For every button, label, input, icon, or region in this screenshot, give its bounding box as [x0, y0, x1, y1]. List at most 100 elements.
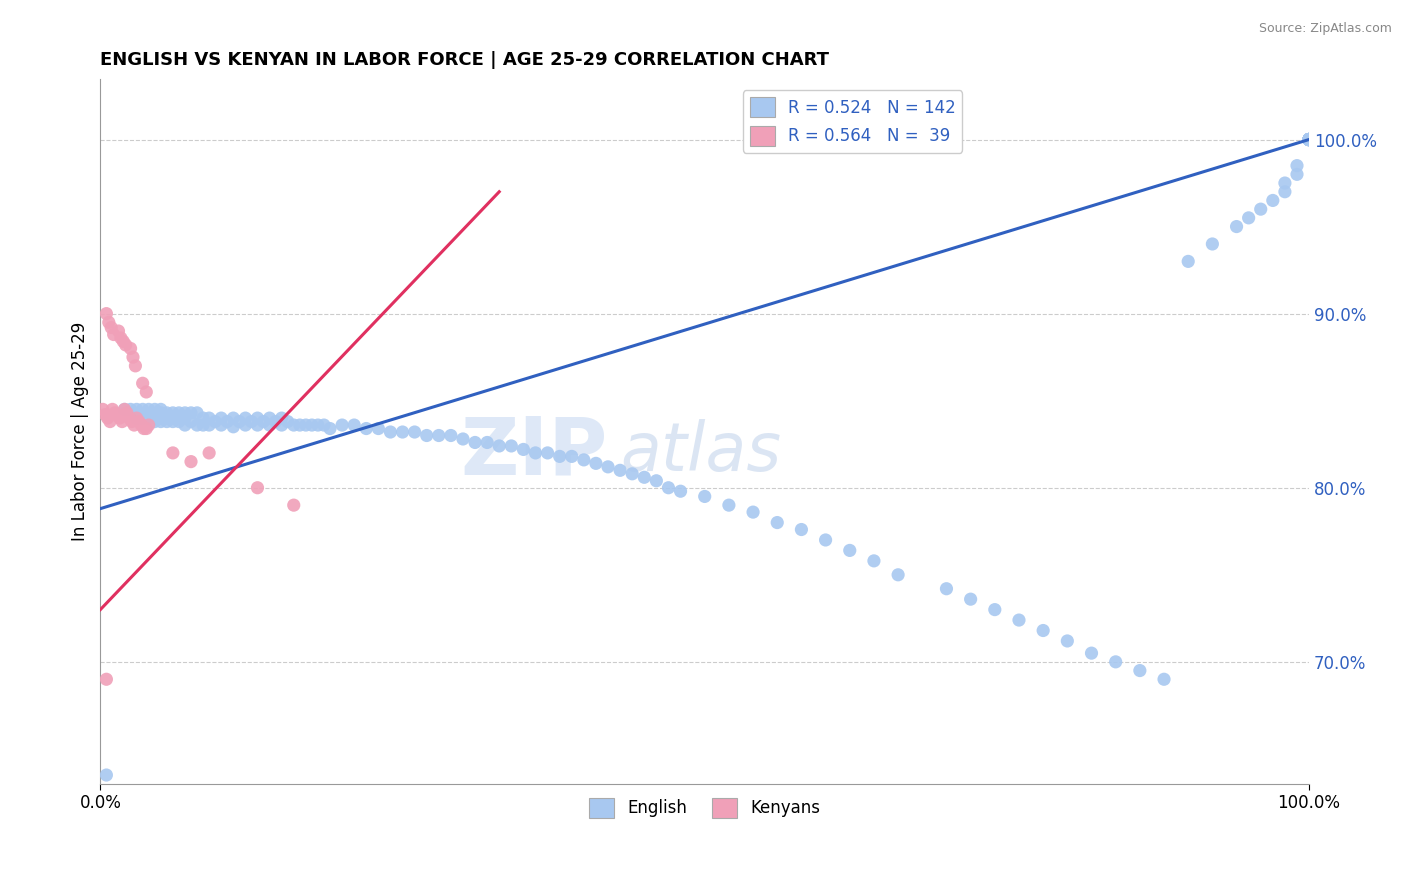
Point: [198, 411, 221, 425]
Point: [96, 768, 118, 782]
Point: [122, 350, 145, 364]
Point: [167, 415, 190, 429]
Point: [1298, 132, 1320, 146]
Point: [1298, 132, 1320, 146]
Point: [561, 450, 583, 464]
Point: [1298, 132, 1320, 146]
Point: [1274, 185, 1296, 199]
Point: [1298, 132, 1320, 146]
Point: [131, 418, 153, 433]
Point: [174, 418, 197, 433]
Point: [475, 435, 498, 450]
Point: [209, 411, 232, 425]
Point: [264, 415, 287, 429]
Point: [404, 425, 426, 439]
Point: [512, 442, 534, 457]
Point: [1080, 646, 1102, 660]
Point: [132, 421, 155, 435]
Text: ENGLISH VS KENYAN IN LABOR FORCE | AGE 25-29 CORRELATION CHART: ENGLISH VS KENYAN IN LABOR FORCE | AGE 2…: [100, 51, 830, 69]
Point: [135, 421, 157, 435]
Point: [1298, 132, 1320, 146]
Point: [1298, 132, 1320, 146]
Point: [1274, 176, 1296, 190]
Point: [246, 411, 269, 425]
Point: [143, 402, 166, 417]
Point: [301, 418, 323, 433]
Point: [380, 425, 402, 439]
Point: [122, 418, 145, 433]
Point: [427, 428, 450, 442]
Point: [186, 406, 208, 420]
Point: [125, 402, 148, 417]
Point: [115, 406, 138, 420]
Point: [633, 470, 655, 484]
Point: [110, 331, 132, 345]
Point: [1105, 655, 1128, 669]
Point: [1177, 254, 1199, 268]
Point: [191, 418, 214, 433]
Point: [112, 334, 135, 349]
Point: [391, 425, 413, 439]
Point: [259, 411, 281, 425]
Point: [91, 402, 114, 417]
Point: [330, 418, 353, 433]
Point: [149, 402, 172, 417]
Point: [501, 439, 523, 453]
Point: [228, 415, 250, 429]
Point: [283, 418, 305, 433]
Point: [959, 592, 981, 607]
Point: [174, 411, 197, 425]
Point: [96, 673, 118, 687]
Point: [180, 415, 202, 429]
Point: [198, 446, 221, 460]
Text: ZIP: ZIP: [461, 413, 607, 491]
Point: [319, 421, 342, 435]
Point: [283, 498, 305, 512]
Point: [120, 402, 142, 417]
Point: [1298, 132, 1320, 146]
Point: [288, 418, 311, 433]
Point: [367, 421, 389, 435]
Point: [149, 411, 172, 425]
Point: [536, 446, 558, 460]
Point: [156, 406, 179, 420]
Point: [270, 411, 292, 425]
Point: [135, 384, 157, 399]
Point: [1298, 132, 1320, 146]
Point: [1298, 132, 1320, 146]
Point: [246, 481, 269, 495]
Text: Source: ZipAtlas.com: Source: ZipAtlas.com: [1258, 22, 1392, 36]
Point: [125, 411, 148, 425]
Point: [1298, 132, 1320, 146]
Point: [124, 359, 146, 373]
Point: [1298, 132, 1320, 146]
Point: [138, 418, 160, 433]
Point: [790, 523, 813, 537]
Point: [162, 446, 184, 460]
Point: [100, 320, 122, 334]
Point: [162, 415, 184, 429]
Point: [156, 411, 179, 425]
Point: [114, 402, 136, 417]
Point: [252, 415, 274, 429]
Point: [585, 456, 607, 470]
Point: [101, 402, 124, 417]
Point: [235, 418, 257, 433]
Point: [121, 415, 143, 429]
Point: [131, 411, 153, 425]
Point: [149, 406, 172, 420]
Point: [572, 453, 595, 467]
Point: [174, 406, 197, 420]
Point: [1298, 132, 1320, 146]
Point: [621, 467, 644, 481]
Point: [270, 418, 292, 433]
Point: [1250, 202, 1272, 216]
Point: [356, 421, 378, 435]
Point: [1285, 167, 1308, 181]
Point: [138, 411, 160, 425]
Point: [1237, 211, 1260, 225]
Point: [295, 418, 318, 433]
Point: [1285, 159, 1308, 173]
Point: [198, 418, 221, 433]
Point: [312, 418, 335, 433]
